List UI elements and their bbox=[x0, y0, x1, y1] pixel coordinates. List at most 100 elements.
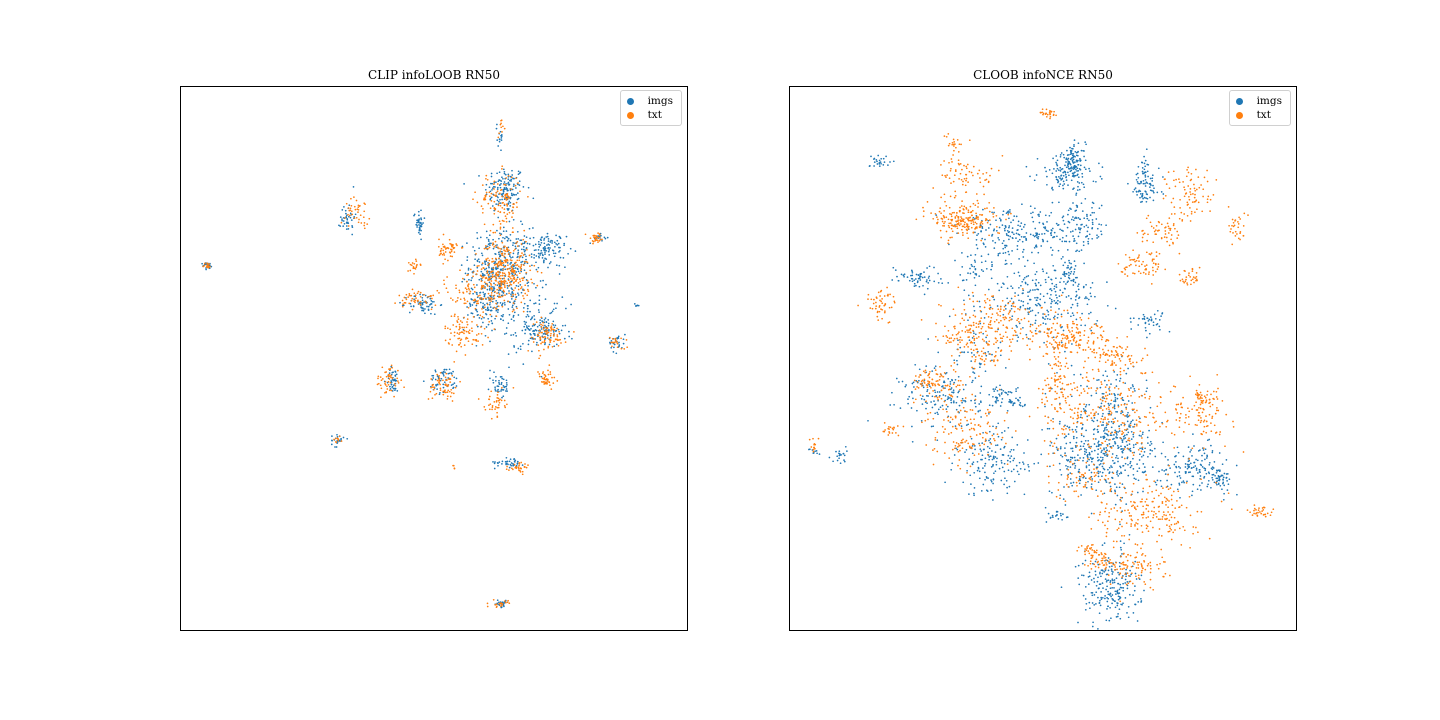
scatter-point-imgs bbox=[515, 271, 518, 273]
scatter-point-imgs bbox=[574, 250, 577, 252]
scatter-point-imgs bbox=[1105, 619, 1108, 622]
scatter-point-imgs bbox=[1070, 447, 1072, 450]
scatter-point-imgs bbox=[530, 333, 532, 336]
scatter-point-imgs bbox=[1022, 248, 1025, 251]
scatter-point-imgs bbox=[1110, 383, 1112, 385]
scatter-point-imgs bbox=[1122, 464, 1125, 467]
scatter-point-txt bbox=[432, 383, 435, 386]
scatter-point-txt bbox=[492, 598, 495, 601]
scatter-point-imgs bbox=[1074, 467, 1076, 469]
scatter-point-imgs bbox=[873, 165, 875, 167]
scatter-point-imgs bbox=[1033, 246, 1036, 249]
scatter-point-txt bbox=[498, 295, 500, 298]
scatter-point-imgs bbox=[1130, 387, 1132, 389]
scatter-point-txt bbox=[488, 395, 491, 398]
scatter-point-imgs bbox=[1055, 511, 1058, 513]
scatter-point-imgs bbox=[1061, 168, 1064, 170]
scatter-point-txt bbox=[484, 306, 486, 309]
scatter-point-imgs bbox=[510, 334, 512, 336]
scatter-point-imgs bbox=[558, 246, 560, 249]
scatter-point-imgs bbox=[417, 210, 420, 213]
scatter-point-imgs bbox=[968, 339, 971, 342]
scatter-point-txt bbox=[337, 437, 339, 440]
scatter-point-imgs bbox=[1104, 454, 1106, 457]
scatter-point-imgs bbox=[483, 295, 486, 298]
scatter-point-imgs bbox=[966, 255, 969, 258]
scatter-point-txt bbox=[510, 176, 513, 179]
scatter-point-imgs bbox=[1082, 459, 1084, 462]
scatter-point-txt bbox=[503, 399, 506, 402]
scatter-point-imgs bbox=[1098, 207, 1101, 210]
scatter-point-txt bbox=[381, 378, 384, 380]
scatter-point-txt bbox=[444, 383, 446, 386]
scatter-point-txt bbox=[551, 322, 554, 325]
scatter-point-imgs bbox=[1203, 452, 1206, 455]
scatter-point-txt bbox=[456, 332, 459, 334]
scatter-point-imgs bbox=[1099, 456, 1102, 459]
scatter-point-txt bbox=[518, 272, 521, 275]
scatter-point-txt bbox=[464, 287, 467, 289]
scatter-point-imgs bbox=[1078, 297, 1080, 300]
scatter-point-imgs bbox=[443, 368, 446, 371]
scatter-point-txt bbox=[519, 269, 522, 272]
scatter-point-imgs bbox=[1071, 484, 1074, 487]
scatter-point-txt bbox=[550, 332, 552, 335]
scatter-point-imgs bbox=[535, 249, 537, 251]
scatter-point-imgs bbox=[991, 235, 993, 237]
scatter-point-imgs bbox=[1034, 207, 1036, 210]
scatter-point-imgs bbox=[1015, 388, 1017, 390]
scatter-point-imgs bbox=[1002, 240, 1005, 242]
scatter-point-txt bbox=[353, 217, 356, 220]
scatter-point-imgs bbox=[483, 260, 486, 263]
scatter-point-txt bbox=[507, 264, 509, 267]
scatter-point-imgs bbox=[547, 246, 550, 249]
scatter-point-txt bbox=[505, 217, 508, 220]
scatter-point-imgs bbox=[1222, 481, 1225, 484]
scatter-point-imgs bbox=[1192, 466, 1195, 469]
scatter-point-imgs bbox=[496, 301, 499, 304]
scatter-point-imgs bbox=[927, 277, 930, 279]
scatter-point-imgs bbox=[970, 263, 973, 266]
scatter-point-imgs bbox=[1066, 164, 1069, 166]
scatter-point-imgs bbox=[1164, 473, 1167, 475]
scatter-point-txt bbox=[547, 331, 550, 334]
scatter-point-imgs bbox=[1101, 471, 1104, 474]
scatter-point-imgs bbox=[956, 359, 958, 362]
scatter-point-txt bbox=[355, 216, 358, 219]
scatter-point-imgs bbox=[918, 379, 920, 382]
scatter-point-imgs bbox=[555, 242, 557, 245]
scatter-point-imgs bbox=[919, 273, 922, 276]
scatter-point-imgs bbox=[489, 377, 491, 380]
scatter-point-imgs bbox=[1146, 170, 1149, 173]
scatter-point-txt bbox=[518, 469, 520, 472]
scatter-point-imgs bbox=[505, 388, 508, 390]
series-imgs bbox=[201, 123, 640, 609]
scatter-point-imgs bbox=[1004, 246, 1007, 249]
scatter-point-imgs bbox=[1066, 425, 1069, 428]
scatter-point-imgs bbox=[894, 269, 897, 271]
scatter-point-imgs bbox=[606, 236, 609, 239]
scatter-point-txt bbox=[506, 403, 508, 406]
scatter-point-imgs bbox=[1063, 223, 1066, 225]
scatter-point-imgs bbox=[1038, 303, 1041, 306]
scatter-point-txt bbox=[473, 286, 476, 289]
scatter-point-txt bbox=[491, 404, 494, 407]
scatter-point-imgs bbox=[1143, 315, 1146, 318]
scatter-point-imgs bbox=[1097, 470, 1100, 473]
scatter-point-imgs bbox=[1046, 292, 1049, 295]
scatter-point-imgs bbox=[499, 268, 502, 271]
scatter-point-txt bbox=[514, 248, 516, 251]
scatter-point-imgs bbox=[1125, 503, 1128, 505]
scatter-point-txt bbox=[407, 296, 410, 298]
scatter-point-imgs bbox=[1070, 218, 1073, 221]
scatter-point-imgs bbox=[1092, 428, 1095, 431]
scatter-point-imgs bbox=[542, 279, 544, 282]
scatter-point-imgs bbox=[912, 397, 914, 400]
scatter-point-imgs bbox=[1030, 212, 1032, 215]
scatter-point-imgs bbox=[1061, 236, 1064, 239]
scatter-point-imgs bbox=[1000, 438, 1003, 441]
scatter-point-txt bbox=[363, 222, 366, 224]
scatter-point-imgs bbox=[499, 318, 502, 320]
scatter-point-imgs bbox=[1114, 417, 1116, 420]
scatter-point-imgs bbox=[546, 244, 548, 246]
